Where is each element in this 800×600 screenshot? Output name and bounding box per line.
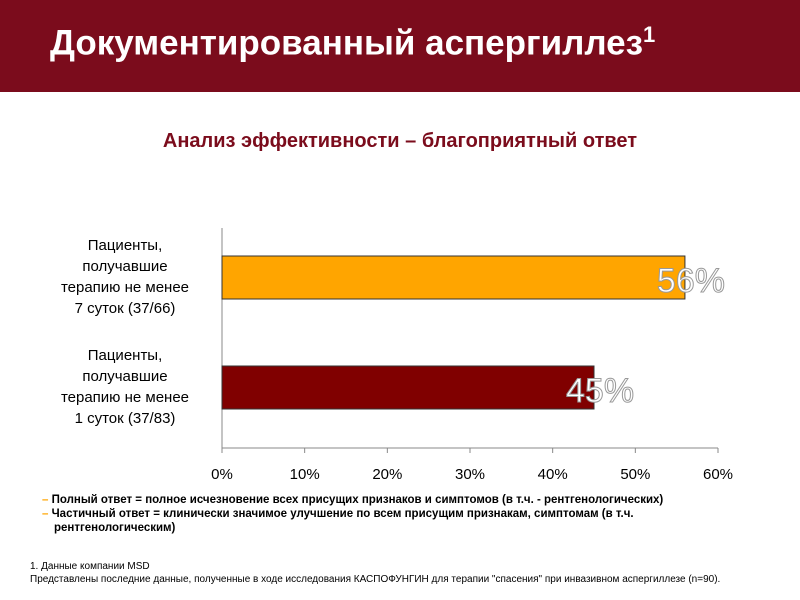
x-tick-label: 20% [372, 466, 402, 483]
header [0, 0, 800, 92]
value-label: 45% [566, 372, 634, 410]
category-label: Пациенты, получавшие терапию не менее 1 … [60, 347, 190, 427]
slide-title: Документированный аспергиллез1 [50, 22, 655, 64]
notes: Полный ответ = полное исчезновение всех … [32, 493, 752, 535]
footnote: 1. Данные компании MSD [30, 561, 150, 572]
x-tick-label: 30% [455, 466, 485, 483]
category-label: Пациенты, получавшие терапию не менее 7 … [60, 237, 190, 317]
footnote: Представлены последние данные, полученны… [30, 573, 721, 585]
x-tick-label: 50% [620, 466, 650, 483]
bar [221, 255, 686, 300]
bar [221, 365, 595, 410]
title-note: 1 [642, 22, 656, 47]
chart-title: Анализ эффективности – благоприятный отв… [162, 130, 638, 152]
x-tick-label: 0% [211, 466, 233, 483]
note: Полный ответ = полное исчезновение всех … [32, 493, 752, 507]
note: Частичный ответ = клинически значимое ул… [32, 507, 752, 535]
footnotes: 1. Данные компании MSD Представлены после… [30, 561, 720, 586]
x-tick-label: 40% [538, 466, 568, 483]
value-label: 56% [657, 262, 725, 300]
x-tick-label: 10% [290, 466, 320, 483]
title-text: Документированный аспергиллез [50, 23, 643, 63]
x-tick-label: 60% [703, 466, 733, 483]
